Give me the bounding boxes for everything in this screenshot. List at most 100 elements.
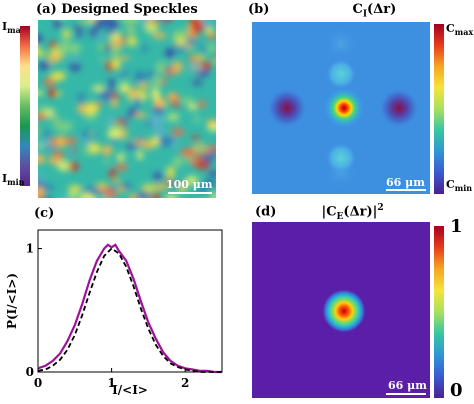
speckle-blob xyxy=(78,92,85,104)
speckle-blob xyxy=(149,193,162,198)
speckle-blob xyxy=(38,186,46,197)
speckle-blob xyxy=(67,193,78,198)
x-tick-label: 1 xyxy=(107,376,115,390)
speckle-blob xyxy=(108,167,117,180)
speckle-blob xyxy=(167,93,178,100)
speckle-blob xyxy=(38,155,46,164)
panel-a-scale-label: 100 μm xyxy=(166,178,213,191)
speckle-blob xyxy=(180,148,197,157)
speckle-blob xyxy=(107,128,124,139)
colorbar-bottom-sub: min xyxy=(7,177,25,188)
speckle-blob xyxy=(99,89,115,101)
speckle-blob xyxy=(111,178,121,184)
colorbar-top-main: I xyxy=(2,20,8,33)
speckle-blob xyxy=(152,184,168,190)
speckle-blob xyxy=(200,46,208,53)
speckle-blob xyxy=(120,184,132,189)
speckle-blob xyxy=(96,182,108,189)
speckle-blob xyxy=(52,151,65,160)
speckle-blob xyxy=(39,139,52,149)
speckle-blob xyxy=(89,129,96,138)
speckle-blob xyxy=(68,62,82,72)
right-peak xyxy=(379,88,419,128)
speckle-blob xyxy=(70,55,79,62)
speckle-blob xyxy=(141,183,156,193)
speckle-blob xyxy=(122,115,129,123)
speckle-blob xyxy=(55,135,67,148)
panel-a-colorbar-top-label: Imax xyxy=(2,20,26,35)
speckle-blob xyxy=(166,177,173,186)
speckle-blob xyxy=(62,28,71,40)
speckle-image: 100 μm xyxy=(38,20,216,198)
speckle-blob xyxy=(171,61,183,73)
speckle-blob xyxy=(38,45,40,51)
central-peak xyxy=(324,88,364,128)
colorbar-top-sub: max xyxy=(7,25,26,36)
speckle-blob xyxy=(171,128,185,137)
measured-distribution-line xyxy=(37,243,222,374)
upper-peak xyxy=(325,58,357,90)
speckle-blob xyxy=(152,172,163,181)
panel-d-colorbar-bottom-label: 0 xyxy=(450,380,463,401)
colorbar-bottom-main: I xyxy=(2,172,8,185)
speckle-blob xyxy=(68,162,79,171)
speckle-blob xyxy=(143,142,154,150)
speckle-blob xyxy=(133,113,147,118)
speckle-blob xyxy=(192,80,203,86)
panel-d-title-sup: 2 xyxy=(377,203,384,213)
speckle-blob xyxy=(211,192,216,198)
speckle-blob xyxy=(67,43,74,51)
speckle-blob xyxy=(120,70,129,78)
speckle-blob xyxy=(154,118,165,126)
x-tick-label: 2 xyxy=(181,376,189,390)
colorbar-top-sub: max xyxy=(454,27,474,38)
speckle-blob xyxy=(197,182,207,194)
speckle-blob xyxy=(116,153,125,161)
speckle-blob xyxy=(75,31,83,38)
speckle-blob xyxy=(116,187,127,193)
speckle-blob xyxy=(104,20,121,28)
panel-d-colorbar-top-label: 1 xyxy=(450,216,463,237)
speckle-blob xyxy=(101,145,113,156)
speckle-blob xyxy=(133,96,141,108)
speckle-blob xyxy=(57,44,69,56)
speckle-blob xyxy=(193,115,201,123)
speckle-blob xyxy=(58,196,68,198)
speckle-blob xyxy=(165,194,179,198)
speckle-blob xyxy=(165,48,175,58)
speckle-blob xyxy=(38,131,42,137)
speckle-blob xyxy=(206,44,216,53)
y-tick-label: 0 xyxy=(26,365,34,379)
speckle-blob xyxy=(125,143,139,150)
speckle-blob xyxy=(153,106,164,114)
panel-d-title: (d) |CE(Δr)|2 xyxy=(255,203,384,222)
speckle-blob xyxy=(188,103,197,111)
speckle-blob xyxy=(146,70,155,79)
panel-b-colorbar xyxy=(434,24,444,194)
speckle-blob xyxy=(78,20,89,26)
speckle-blob xyxy=(211,57,216,64)
panel-b-scale-bar xyxy=(386,189,426,191)
speckle-blob xyxy=(152,75,161,88)
speckle-blob xyxy=(184,156,193,162)
speckle-blob xyxy=(136,136,144,143)
panel-d-title-rest: (Δr)| xyxy=(343,204,378,220)
speckle-blob xyxy=(192,55,207,60)
speckle-blob xyxy=(115,20,127,22)
speckle-blob xyxy=(191,135,200,141)
panel-d-scale-label: 66 μm xyxy=(388,379,427,392)
speckle-blob xyxy=(111,137,119,144)
speckle-blob xyxy=(174,28,186,41)
speckle-blob xyxy=(191,21,201,33)
speckle-blob xyxy=(110,44,119,57)
top-side-lobe xyxy=(323,26,359,62)
speckle-blob xyxy=(82,103,99,115)
speckle-blob xyxy=(95,33,104,41)
speckle-blob xyxy=(172,103,182,108)
panel-a-title: (a) Designed Speckles xyxy=(36,2,198,17)
speckle-blob xyxy=(111,98,118,108)
speckle-blob xyxy=(151,111,159,120)
speckle-blob xyxy=(154,126,166,137)
speckle-blob xyxy=(119,82,130,94)
